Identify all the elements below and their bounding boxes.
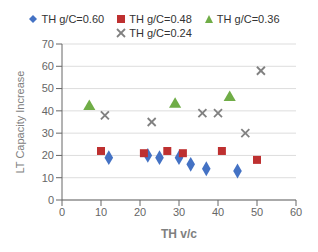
- svg-text:70: 70: [42, 38, 54, 50]
- svg-text:30: 30: [173, 206, 185, 218]
- svg-text:TH v/c: TH v/c: [161, 227, 197, 241]
- svg-text:0: 0: [59, 206, 65, 218]
- svg-text:LT Capacity Increase: LT Capacity Increase: [14, 71, 26, 174]
- svg-text:10: 10: [95, 206, 107, 218]
- svg-text:20: 20: [42, 149, 54, 161]
- svg-text:40: 40: [42, 105, 54, 117]
- html-text:TH g/C=0.24: TH g/C=0.24: [129, 27, 192, 39]
- svg-text:40: 40: [212, 206, 224, 218]
- svg-text:50: 50: [42, 82, 54, 94]
- svg-text:50: 50: [251, 206, 263, 218]
- svg-text:10: 10: [42, 172, 54, 184]
- svg-text:20: 20: [134, 206, 146, 218]
- html-text:TH g/C=0.36: TH g/C=0.36: [216, 13, 280, 25]
- svg-text:0: 0: [48, 194, 54, 206]
- svg-text:30: 30: [42, 127, 54, 139]
- html-text:TH g/C=0.48: TH g/C=0.48: [129, 13, 192, 25]
- html-text:TH g/C=0.60: TH g/C=0.60: [41, 13, 105, 25]
- svg-text:60: 60: [290, 206, 302, 218]
- svg-text:60: 60: [42, 60, 54, 72]
